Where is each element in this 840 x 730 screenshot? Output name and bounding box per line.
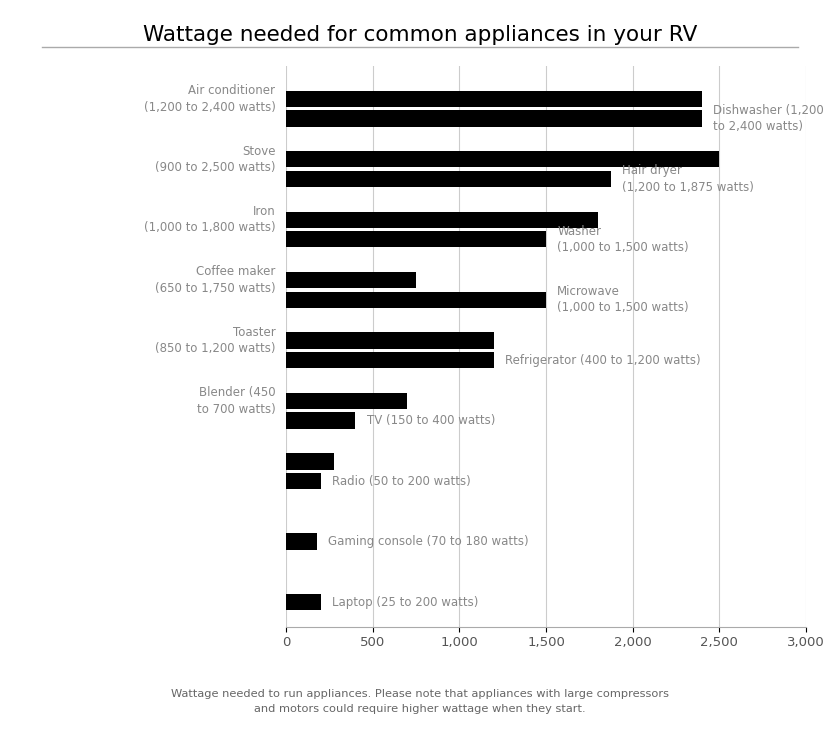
Bar [286,110,702,126]
Text: Gaming console (70 to 180 watts): Gaming console (70 to 180 watts) [328,535,529,548]
Bar [286,212,598,228]
Bar [286,231,546,247]
Text: Radio (50 to 200 watts): Radio (50 to 200 watts) [332,474,470,488]
Text: Iron
(1,000 to 1,800 watts): Iron (1,000 to 1,800 watts) [144,205,276,234]
Bar [286,91,702,107]
Bar [286,352,494,369]
Text: Wattage needed to run appliances. Please note that appliances with large compres: Wattage needed to run appliances. Please… [171,689,669,714]
Text: Toaster
(850 to 1,200 watts): Toaster (850 to 1,200 watts) [155,326,276,356]
Text: Hair dryer
(1,200 to 1,875 watts): Hair dryer (1,200 to 1,875 watts) [622,164,754,193]
Text: Laptop (25 to 200 watts): Laptop (25 to 200 watts) [332,596,478,609]
Bar [286,171,611,187]
Bar [286,412,355,429]
Bar [286,151,719,167]
Bar [286,473,321,489]
Text: Washer
(1,000 to 1,500 watts): Washer (1,000 to 1,500 watts) [557,225,689,254]
Text: Coffee maker
(650 to 1,750 watts): Coffee maker (650 to 1,750 watts) [155,266,276,295]
Text: Dishwasher (1,200
to 2,400 watts): Dishwasher (1,200 to 2,400 watts) [713,104,824,133]
Bar [286,332,494,349]
Text: Microwave
(1,000 to 1,500 watts): Microwave (1,000 to 1,500 watts) [557,285,689,315]
Bar [286,593,321,610]
Text: Wattage needed for common appliances in your RV: Wattage needed for common appliances in … [143,25,697,45]
Text: TV (150 to 400 watts): TV (150 to 400 watts) [366,414,495,427]
Text: Stove
(900 to 2,500 watts): Stove (900 to 2,500 watts) [155,145,276,174]
Bar [286,534,318,550]
Text: Blender (450
to 700 watts): Blender (450 to 700 watts) [197,386,276,416]
Bar [286,453,333,469]
Text: Air conditioner
(1,200 to 2,400 watts): Air conditioner (1,200 to 2,400 watts) [144,84,276,114]
Bar [286,291,546,308]
Bar [286,272,416,288]
Text: Refrigerator (400 to 1,200 watts): Refrigerator (400 to 1,200 watts) [505,354,701,366]
Bar [286,393,407,410]
